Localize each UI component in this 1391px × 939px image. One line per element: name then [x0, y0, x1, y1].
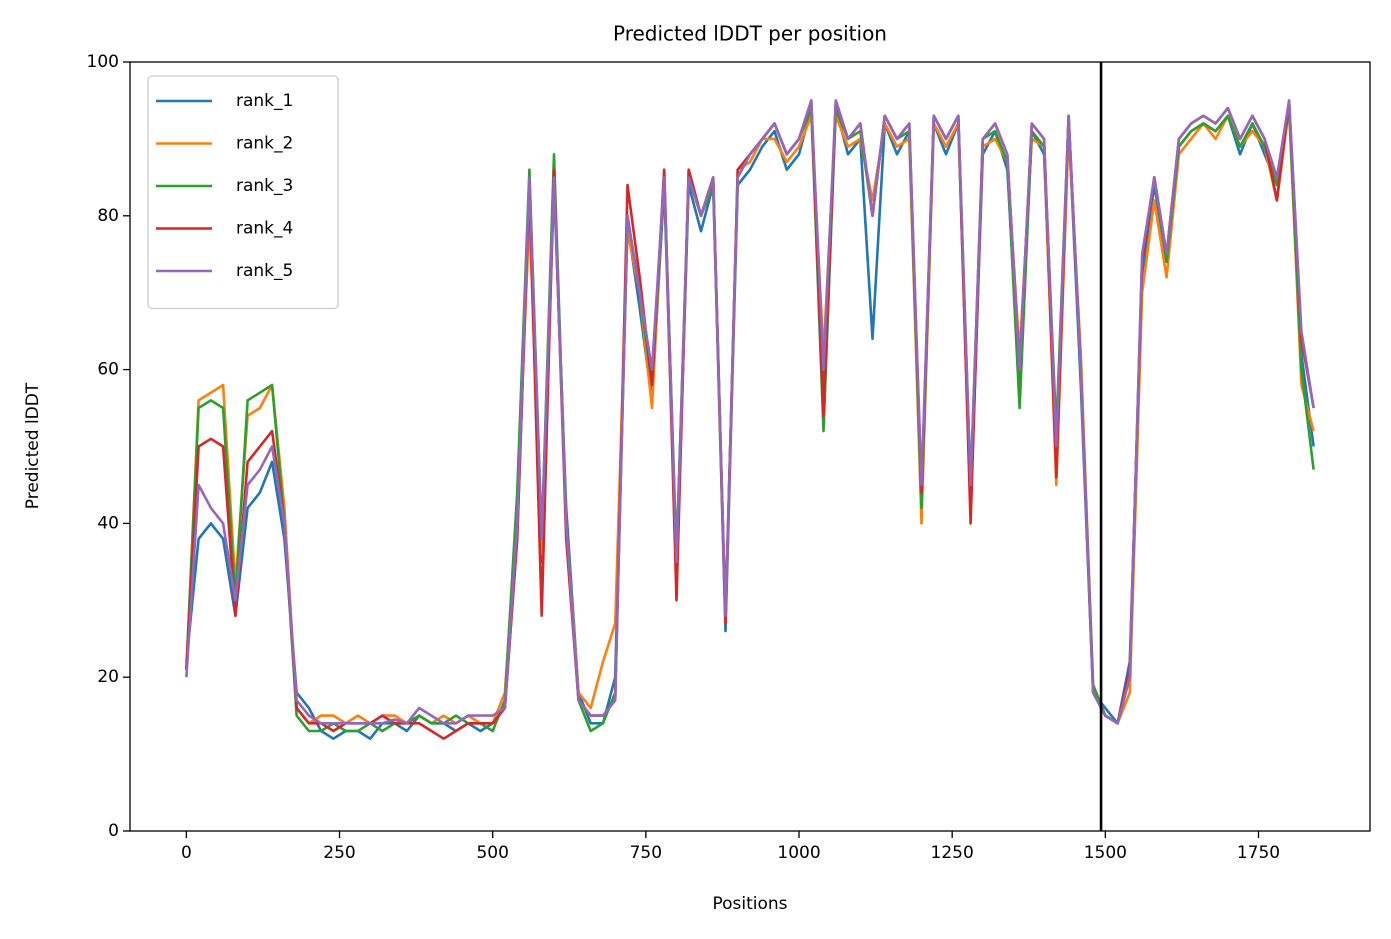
- legend-box: [147, 75, 339, 310]
- x-tick-label: 750: [630, 843, 662, 863]
- legend-label: rank_1: [236, 91, 293, 111]
- series-line: [185, 99, 1315, 725]
- y-tick-label: 0: [108, 821, 119, 841]
- plot-frame: [129, 61, 1371, 832]
- x-tick-label: 0: [181, 843, 192, 863]
- y-tick-label: 80: [97, 206, 119, 226]
- x-tick-label: 500: [476, 843, 508, 863]
- y-axis-label: Predicted lDDT: [23, 382, 43, 509]
- x-tick-label: 1000: [777, 843, 820, 863]
- y-tick-label: 40: [97, 513, 119, 533]
- legend-label: rank_2: [236, 134, 293, 154]
- series-line: [185, 106, 1315, 725]
- series-line: [185, 99, 1315, 740]
- legend-label: rank_4: [236, 219, 293, 239]
- x-tick-label: 1250: [931, 843, 974, 863]
- y-tick-label: 60: [97, 360, 119, 380]
- series-line: [185, 106, 1315, 740]
- y-tick-label: 100: [87, 52, 119, 72]
- series-line: [185, 106, 1315, 733]
- y-tick-label: 20: [97, 667, 119, 687]
- x-axis-label: Positions: [712, 894, 787, 914]
- legend-label: rank_3: [236, 176, 293, 196]
- x-tick-label: 250: [323, 843, 355, 863]
- x-tick-label: 1500: [1084, 843, 1127, 863]
- chart-title: Predicted lDDT per position: [613, 22, 887, 46]
- legend-label: rank_5: [236, 261, 293, 281]
- x-tick-label: 1750: [1237, 843, 1280, 863]
